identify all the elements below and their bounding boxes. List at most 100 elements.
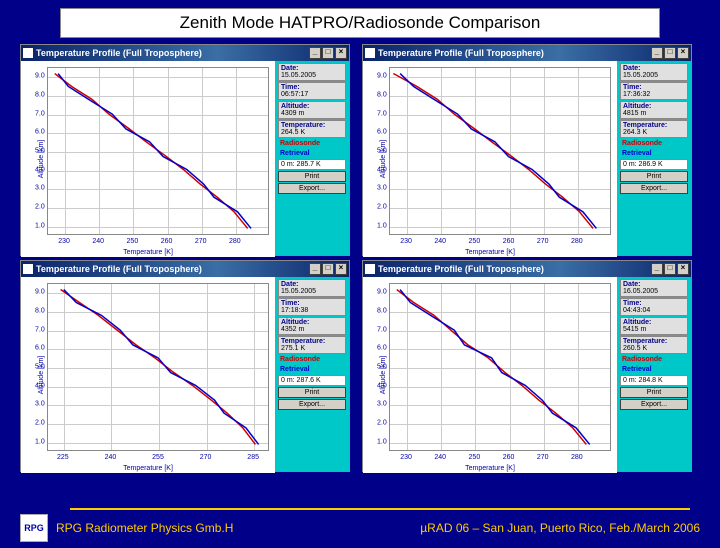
print-button[interactable]: Print xyxy=(278,171,346,182)
xtick-label: 270 xyxy=(200,454,212,461)
x-axis-label: Temperature [K] xyxy=(123,465,173,472)
ytick-label: 9.0 xyxy=(377,289,387,296)
time-group: Time:17:36:32 xyxy=(620,82,688,100)
temperature-group-label: Temperature: xyxy=(281,338,343,345)
export-button[interactable]: Export... xyxy=(620,399,688,410)
legend-radiosonde: Radiosonde xyxy=(620,355,688,364)
ytick-label: 3.0 xyxy=(377,185,387,192)
radiosonde-line xyxy=(397,290,587,445)
xtick-label: 270 xyxy=(537,238,549,245)
ytick-label: 6.0 xyxy=(377,129,387,136)
time-group-value: 17:36:32 xyxy=(623,91,685,98)
close-button[interactable]: × xyxy=(335,47,347,59)
legend-retrieval: Retrieval xyxy=(620,149,688,158)
temperature-group: Temperature:264.5 K xyxy=(278,120,346,138)
minimize-button[interactable]: _ xyxy=(309,263,321,275)
plot-area: 1.02.03.04.05.06.07.08.09.02302402502602… xyxy=(21,61,275,257)
cursor-readout: 0 m: 286.9 K xyxy=(620,159,688,170)
export-button[interactable]: Export... xyxy=(278,399,346,410)
print-button[interactable]: Print xyxy=(620,171,688,182)
xtick-label: 255 xyxy=(152,454,164,461)
export-button[interactable]: Export... xyxy=(278,183,346,194)
legend-radiosonde: Radiosonde xyxy=(620,139,688,148)
altitude-group: Altitude:4352 m xyxy=(278,317,346,335)
ytick-label: 9.0 xyxy=(35,289,45,296)
altitude-group-value: 4815 m xyxy=(623,110,685,117)
panel-grid: Temperature Profile (Full Troposphere)_□… xyxy=(0,44,720,472)
retrieval-line xyxy=(64,290,259,445)
profile-panel-2: Temperature Profile (Full Troposphere)_□… xyxy=(20,260,350,472)
xtick-label: 270 xyxy=(537,454,549,461)
rpg-logo: RPG xyxy=(20,514,48,542)
maximize-button[interactable]: □ xyxy=(322,263,334,275)
temperature-group: Temperature:275.1 K xyxy=(278,336,346,354)
side-panel: Date:15.05.2005Time:17:18:38Altitude:435… xyxy=(275,277,349,471)
temperature-group: Temperature:264.3 K xyxy=(620,120,688,138)
time-group: Time:06:57:17 xyxy=(278,82,346,100)
y-axis-label: Altitude [km] xyxy=(38,140,45,179)
maximize-button[interactable]: □ xyxy=(664,263,676,275)
ytick-label: 6.0 xyxy=(377,345,387,352)
date-group: Date:15.05.2005 xyxy=(278,279,346,297)
date-group-value: 15.05.2005 xyxy=(623,72,685,79)
close-button[interactable]: × xyxy=(335,263,347,275)
plot-inner xyxy=(389,283,611,451)
plot-area: 1.02.03.04.05.06.07.08.09.02302402502602… xyxy=(363,277,617,473)
side-panel: Date:16.05.2005Time:04:43:04Altitude:541… xyxy=(617,277,691,471)
xtick-label: 225 xyxy=(57,454,69,461)
xtick-label: 250 xyxy=(469,454,481,461)
minimize-button[interactable]: _ xyxy=(651,263,663,275)
profile-panel-0: Temperature Profile (Full Troposphere) _□… xyxy=(20,44,350,256)
legend-radiosonde: Radiosonde xyxy=(278,355,346,364)
temperature-group-value: 275.1 K xyxy=(281,345,343,352)
xtick-label: 240 xyxy=(92,238,104,245)
x-axis-label: Temperature [K] xyxy=(123,249,173,256)
radiosonde-line xyxy=(393,74,593,229)
minimize-button[interactable]: _ xyxy=(309,47,321,59)
window-icon xyxy=(365,264,375,274)
x-axis-label: Temperature [K] xyxy=(465,465,515,472)
ytick-label: 1.0 xyxy=(35,222,45,229)
xtick-label: 250 xyxy=(469,238,481,245)
close-button[interactable]: × xyxy=(677,263,689,275)
time-group: Time:04:43:04 xyxy=(620,298,688,316)
ytick-label: 3.0 xyxy=(35,401,45,408)
window-icon xyxy=(365,48,375,58)
print-button[interactable]: Print xyxy=(620,387,688,398)
maximize-button[interactable]: □ xyxy=(664,47,676,59)
y-axis-label: Altitude [km] xyxy=(380,140,387,179)
retrieval-line xyxy=(400,290,590,445)
ytick-label: 9.0 xyxy=(35,73,45,80)
window-titlebar: Temperature Profile (Full Troposphere)_□… xyxy=(363,45,691,61)
xtick-label: 270 xyxy=(195,238,207,245)
x-axis-label: Temperature [K] xyxy=(465,249,515,256)
temperature-group-value: 264.3 K xyxy=(623,129,685,136)
ytick-label: 1.0 xyxy=(35,438,45,445)
xtick-label: 260 xyxy=(503,238,515,245)
print-button[interactable]: Print xyxy=(278,387,346,398)
xtick-label: 280 xyxy=(571,454,583,461)
altitude-group-value: 4352 m xyxy=(281,326,343,333)
plot-inner xyxy=(47,283,269,451)
time-group-value: 04:43:04 xyxy=(623,307,685,314)
ytick-label: 8.0 xyxy=(377,308,387,315)
profile-lines xyxy=(48,68,268,234)
xtick-label: 240 xyxy=(434,454,446,461)
plot-inner xyxy=(47,67,269,235)
maximize-button[interactable]: □ xyxy=(322,47,334,59)
temperature-group-value: 260.5 K xyxy=(623,345,685,352)
time-group-value: 17:18:38 xyxy=(281,307,343,314)
minimize-button[interactable]: _ xyxy=(651,47,663,59)
window-title: Temperature Profile (Full Troposphere) xyxy=(36,48,202,58)
ytick-label: 8.0 xyxy=(35,92,45,99)
xtick-label: 285 xyxy=(247,454,259,461)
export-button[interactable]: Export... xyxy=(620,183,688,194)
window-icon xyxy=(23,48,33,58)
temperature-group-label: Temperature: xyxy=(623,122,685,129)
altitude-group-value: 5415 m xyxy=(623,326,685,333)
y-axis-label: Altitude [km] xyxy=(38,356,45,395)
ytick-label: 3.0 xyxy=(377,401,387,408)
date-group-value: 15.05.2005 xyxy=(281,72,343,79)
plot-inner xyxy=(389,67,611,235)
close-button[interactable]: × xyxy=(677,47,689,59)
